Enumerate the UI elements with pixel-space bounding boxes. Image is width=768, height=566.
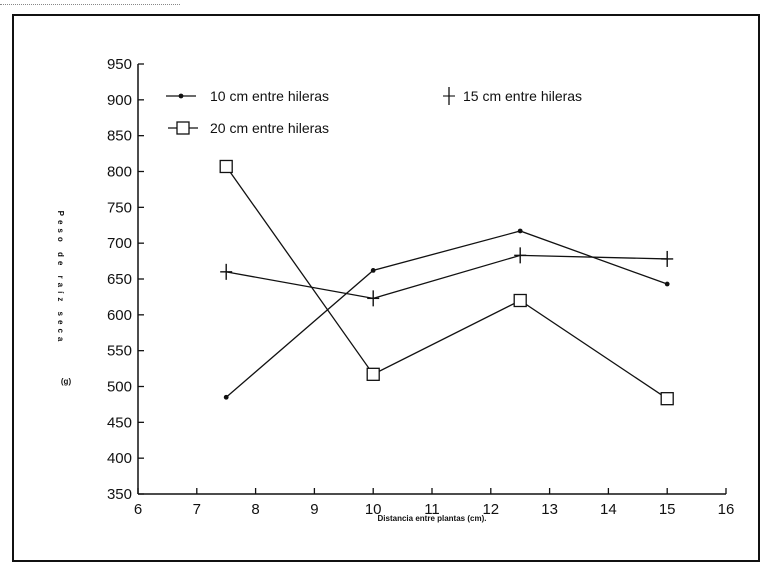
data-point: [513, 293, 527, 308]
data-point: [517, 228, 523, 234]
scan-edge-line: [0, 4, 180, 5]
legend-label-10cm: 10 cm entre hileras: [210, 88, 329, 104]
y-tick-label: 650: [107, 271, 132, 288]
legend-label-15cm: 15 cm entre hileras: [463, 88, 582, 104]
y-tick-label: 550: [107, 343, 132, 360]
y-tick-label: 750: [107, 199, 132, 216]
legend-entry-10cm: 10 cm entre hileras: [166, 88, 329, 104]
y-tick-label: 400: [107, 450, 132, 467]
data-point: [367, 290, 380, 307]
x-ticks: 6 7 8 9 10 11 12 13 14 15 16: [134, 488, 735, 518]
y-tick-label: 700: [107, 235, 132, 252]
x-tick-label: 6: [134, 501, 142, 518]
x-tick-label: 14: [600, 501, 617, 518]
y-ticks: 950 900 850 800 750 700 650 600 550 500 450 400 350: [107, 56, 144, 503]
data-point: [219, 159, 233, 174]
legend-entry-20cm: 20 cm entre hileras: [168, 120, 329, 136]
y-tick-label: 800: [107, 164, 132, 181]
y-tick-label: 600: [107, 307, 132, 324]
series-2: [220, 247, 674, 307]
data-point: [366, 367, 380, 381]
legend-entry-15cm: 15 cm entre hileras: [443, 87, 582, 105]
series-layer: [219, 159, 674, 406]
x-tick-label: 9: [310, 501, 318, 518]
series-line: [225, 230, 668, 398]
x-axis-label: Distancia entre plantas (cm).: [378, 514, 487, 523]
x-tick-label: 10: [365, 501, 382, 518]
x-tick-label: 8: [251, 501, 259, 518]
data-point: [220, 263, 233, 280]
series-line: [226, 254, 668, 300]
y-axis-unit: (g): [61, 377, 72, 386]
legend: 10 cm entre hileras 15 cm entre hileras …: [166, 87, 582, 136]
y-tick-label: 500: [107, 379, 132, 396]
x-tick-label: 15: [659, 501, 676, 518]
series-line: [225, 166, 668, 400]
y-tick-label: 900: [107, 92, 132, 109]
legend-label-20cm: 20 cm entre hileras: [210, 120, 329, 136]
y-tick-label: 450: [107, 414, 132, 431]
chart-frame: [12, 14, 760, 562]
data-point: [661, 250, 674, 267]
y-axis-label: Peso de raíz seca: [56, 211, 65, 346]
x-tick-label: 12: [482, 501, 499, 518]
series-3: [219, 159, 674, 406]
x-tick-label: 7: [193, 501, 201, 518]
x-tick-label: 16: [718, 501, 735, 518]
y-tick-label: 950: [107, 56, 132, 73]
series-1: [223, 228, 670, 400]
y-tick-label: 850: [107, 128, 132, 145]
x-tick-label: 13: [541, 501, 558, 518]
data-point: [664, 281, 670, 287]
data-point: [223, 394, 229, 400]
x-tick-label: 11: [424, 501, 440, 518]
data-point: [514, 247, 527, 264]
data-point: [660, 392, 674, 406]
data-point: [370, 268, 376, 273]
y-tick-label: 350: [107, 486, 132, 503]
